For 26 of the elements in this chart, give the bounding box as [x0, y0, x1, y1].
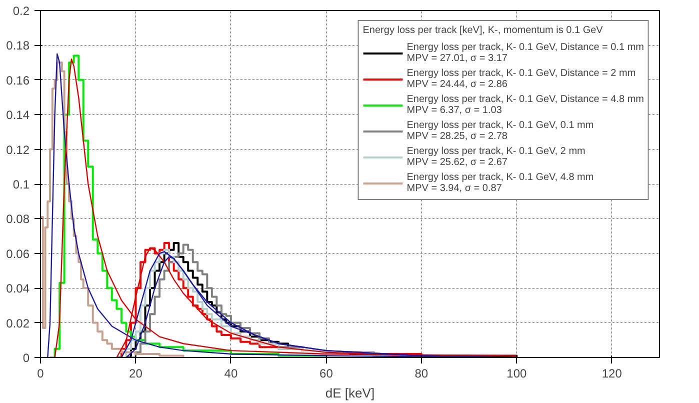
legend-title: Energy loss per track [keV], K-, momentum is 0.1 GeV	[362, 25, 604, 36]
y-tick-label: 0.2	[12, 4, 30, 18]
x-tick-label: 80	[414, 366, 428, 380]
x-tick-label: 120	[602, 366, 622, 380]
x-tick-label: 60	[320, 366, 334, 380]
legend-label: Energy loss per track, K- 0.1 GeV, 2 mm MPV = 25.62, σ = 2.67	[406, 146, 586, 168]
legend-label: Energy loss per track, K- 0.1 GeV, Distance = 4.8 mm MPV = 6.37, σ = 1.03	[406, 94, 644, 116]
x-tick-label: 40	[224, 366, 238, 380]
y-tick-label: 0.08	[6, 212, 30, 226]
y-tick-label: 0.12	[6, 142, 30, 157]
x-tick-label: 0	[37, 366, 44, 380]
y-tick-label: 0.16	[6, 73, 30, 88]
y-tick-label: 0	[22, 351, 30, 365]
x-axis-title: dE [keV]	[325, 386, 375, 400]
y-tick-label: 0.14	[6, 108, 30, 122]
y-tick-label: 0.1	[12, 178, 30, 192]
y-tick-label: 0.18	[6, 38, 30, 53]
y-tick-label: 0.06	[6, 246, 30, 261]
legend-label: Energy loss per track, K- 0.1 GeV, Distance = 2 mm MPV = 24.44, σ = 2.86	[406, 68, 636, 90]
x-tick-label: 20	[129, 366, 143, 380]
y-tick-label: 0.02	[6, 316, 30, 330]
legend-label: Energy loss per track, K- 0.1 GeV, 4.8 mm MPV = 3.94, σ = 0.87	[406, 172, 594, 194]
y-tick-label: 0.04	[6, 282, 30, 296]
x-tick-label: 100	[506, 366, 527, 380]
legend-label: Energy loss per track, K- 0.1 GeV, 0.1 mm MPV = 28.25, σ = 2.78	[406, 120, 594, 142]
legend-label: Energy loss per track, K- 0.1 GeV, Distance = 0.1 mm MPV = 27.01, σ = 3.17	[406, 42, 644, 64]
